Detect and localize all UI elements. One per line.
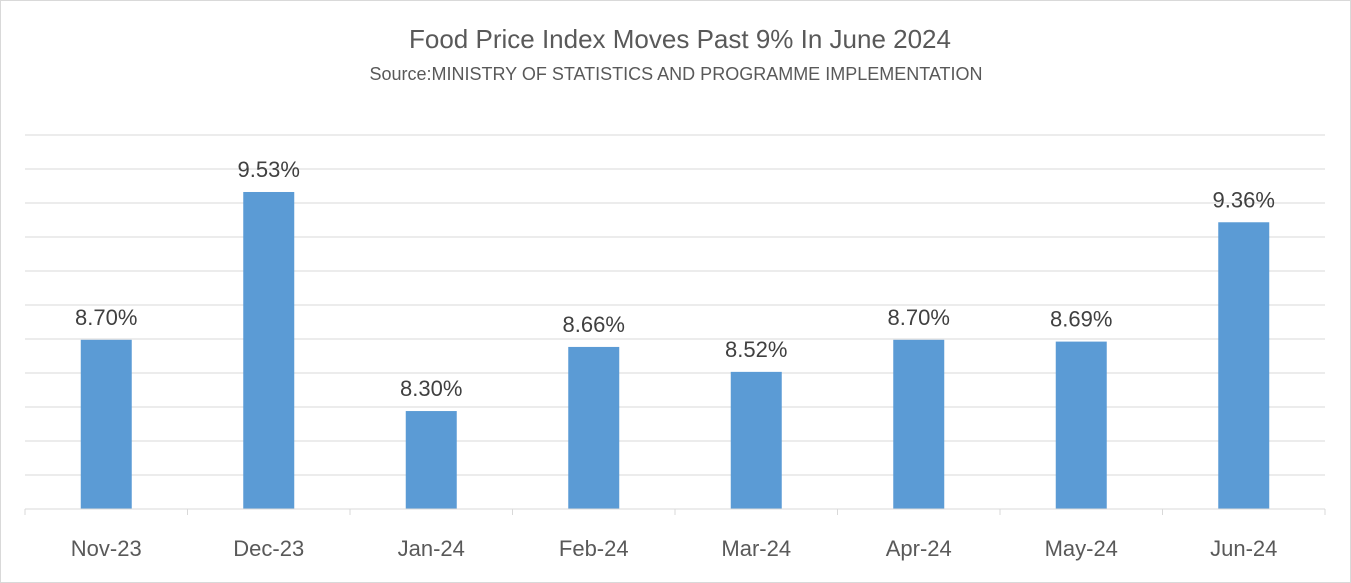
chart-title: Food Price Index Moves Past 9% In June 2… [409,24,951,54]
data-label: 8.66% [563,312,625,337]
x-tick-label: Apr-24 [886,536,952,561]
x-tick-label: Feb-24 [559,536,629,561]
bar [730,371,782,509]
x-tick-labels: Nov-23 Dec-23 Jan-24 Feb-24 Mar-24 Apr-24 May-… [71,536,1278,561]
bar [1218,222,1270,509]
data-label: 8.70% [75,305,137,330]
bar [1055,341,1107,509]
bar [405,411,457,509]
bar [243,191,295,509]
x-tick-label: Dec-23 [233,536,304,561]
data-labels: 8.70% 9.53% 8.30% 8.66% 8.52% 8.70% 8.69% 9.36% [75,157,1275,401]
data-label: 9.53% [238,157,300,182]
x-tick-label: Jan-24 [398,536,465,561]
data-label: 8.70% [888,305,950,330]
x-tick-label: May-24 [1045,536,1118,561]
data-label: 8.30% [400,376,462,401]
gridlines [25,134,1325,510]
bars [80,191,1270,509]
x-tick-label: Jun-24 [1210,536,1277,561]
x-tick-label: Nov-23 [71,536,142,561]
x-axis [24,508,1326,515]
bar [80,339,132,509]
data-label: 8.52% [725,337,787,362]
bar [568,346,620,509]
data-label: 8.69% [1050,307,1112,332]
bar [893,339,945,509]
data-label: 9.36% [1213,187,1275,212]
chart-subtitle: Source:MINISTRY OF STATISTICS AND PROGRA… [369,64,982,84]
x-tick-label: Mar-24 [721,536,791,561]
